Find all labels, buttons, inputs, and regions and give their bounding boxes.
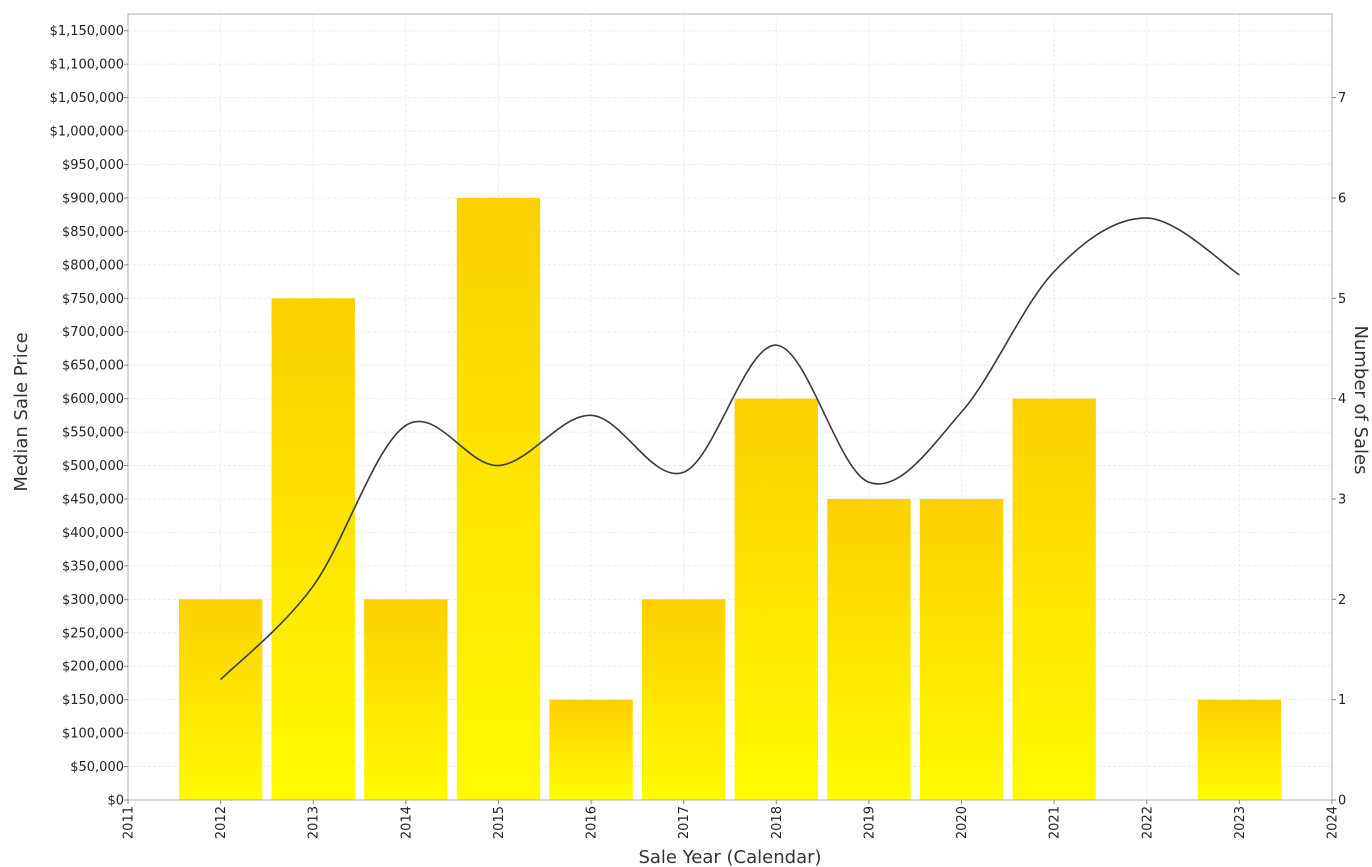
bar xyxy=(919,498,1004,800)
x-tick-label: 2023 xyxy=(1233,806,1248,839)
y2-tick-label: 4 xyxy=(1338,392,1346,407)
y-tick-label: $0 xyxy=(107,794,124,809)
y2-tick-label: 3 xyxy=(1338,492,1346,507)
y-tick-label: $1,100,000 xyxy=(50,58,124,73)
x-tick-label: 2018 xyxy=(770,806,785,839)
y-tick-label: $200,000 xyxy=(62,660,124,675)
bar xyxy=(456,197,541,800)
bar xyxy=(549,699,633,800)
y2-tick-label: 0 xyxy=(1338,794,1346,809)
x-tick-label: 2024 xyxy=(1326,806,1341,839)
y-tick-label: $700,000 xyxy=(62,325,124,340)
bars xyxy=(178,197,1282,800)
y2-axis-title: Number of Sales xyxy=(1350,325,1371,474)
y-tick-label: $850,000 xyxy=(62,225,124,240)
y-axis-ticks: $0 $50,000 $100,000 $150,000 $200,000 $250,00… xyxy=(50,24,128,809)
bar xyxy=(364,599,448,800)
x-tick-label: 2015 xyxy=(492,806,507,839)
bar xyxy=(178,599,263,800)
y-tick-label: $650,000 xyxy=(62,359,124,374)
y-tick-label: $500,000 xyxy=(62,459,124,474)
y-tick-label: $150,000 xyxy=(62,693,124,708)
median-price-line xyxy=(220,217,1240,681)
bar xyxy=(827,498,911,800)
y-tick-label: $1,000,000 xyxy=(50,125,124,140)
x-tick-label: 2012 xyxy=(214,806,229,839)
y2-tick-label: 2 xyxy=(1338,593,1346,608)
bar xyxy=(271,298,355,800)
x-tick-label: 2021 xyxy=(1048,806,1063,839)
y2-axis-ticks: 0 1 2 3 4 5 6 7 xyxy=(1332,91,1346,809)
y2-tick-label: 1 xyxy=(1338,693,1346,708)
x-axis-title: Sale Year (Calendar) xyxy=(638,847,821,867)
x-tick-label: 2020 xyxy=(955,806,970,839)
bar xyxy=(642,599,726,800)
plot-frame xyxy=(127,13,1333,801)
y-tick-label: $300,000 xyxy=(62,593,124,608)
y-axis-title: Median Sale Price xyxy=(11,332,32,491)
bar xyxy=(734,398,818,800)
y-tick-label: $100,000 xyxy=(62,727,124,742)
x-tick-label: 2016 xyxy=(585,806,600,839)
x-tick-label: 2019 xyxy=(862,806,877,839)
line-series xyxy=(220,217,1240,681)
y-tick-label: $1,150,000 xyxy=(50,24,124,39)
y-tick-label: $800,000 xyxy=(62,258,124,273)
y-tick-label: $50,000 xyxy=(70,760,124,775)
x-tick-label: 2014 xyxy=(399,806,414,839)
y-tick-label: $950,000 xyxy=(62,158,124,173)
y-tick-label: $400,000 xyxy=(62,526,124,541)
y2-tick-label: 5 xyxy=(1338,292,1346,307)
y2-tick-label: 6 xyxy=(1338,191,1346,206)
y-tick-label: $350,000 xyxy=(62,559,124,574)
y-tick-label: $750,000 xyxy=(62,292,124,307)
x-tick-label: 2011 xyxy=(122,806,137,839)
x-tick-label: 2013 xyxy=(307,806,322,839)
y-tick-label: $900,000 xyxy=(62,191,124,206)
x-tick-label: 2022 xyxy=(1140,806,1155,839)
x-tick-label: 2017 xyxy=(677,806,692,839)
bar xyxy=(1197,699,1282,800)
y2-tick-label: 7 xyxy=(1338,91,1346,106)
y-tick-label: $450,000 xyxy=(62,492,124,507)
y-tick-label: $550,000 xyxy=(62,426,124,441)
y-tick-label: $1,050,000 xyxy=(50,91,124,106)
x-axis-ticks: 2011 2012 2013 2014 2015 2016 2017 2018 2019 2020… xyxy=(122,800,1341,839)
y-tick-label: $600,000 xyxy=(62,392,124,407)
y-tick-label: $250,000 xyxy=(62,626,124,641)
bar xyxy=(1012,398,1096,800)
